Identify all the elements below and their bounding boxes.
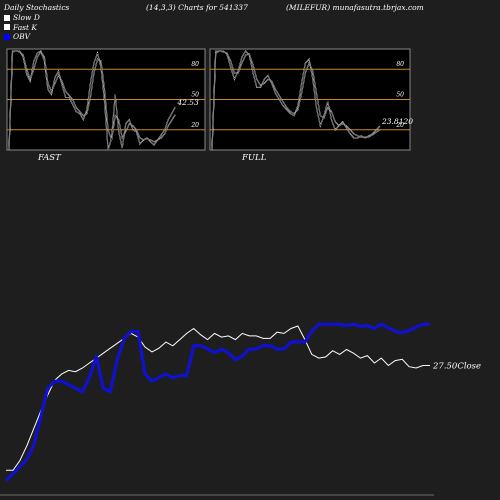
last-value-label-full: 23.8120: [381, 117, 413, 126]
last-value-label-close: 27.50Close: [432, 362, 481, 372]
tick-label-full-20: 20: [395, 122, 404, 129]
series-core-full-1: [211, 50, 381, 151]
chart-header-center: (14,3,3) Charts for 541337: [146, 3, 248, 12]
legend-item-obv: OBV: [4, 32, 40, 42]
series-core-fast-1: [8, 50, 176, 151]
panel-title-fast: FAST: [37, 153, 62, 163]
legend-swatch-obv: [4, 33, 10, 40]
chart-header-left: Daily Stochastics: [4, 3, 70, 12]
series-core-full-0: [211, 50, 381, 151]
legend-label-obv: OBV: [13, 32, 31, 41]
legend-swatch-slow-d: [4, 14, 10, 21]
tick-label-full-50: 50: [396, 92, 404, 99]
tick-label-fast-50: 50: [191, 92, 199, 99]
legend-label-slow-d: Slow D: [13, 13, 40, 22]
legend-swatch-fast-k: [4, 24, 10, 31]
tick-label-fast-80: 80: [191, 61, 199, 68]
tick-label-full-80: 80: [396, 61, 404, 68]
chart-header-right: (MILEFUR) munafasutra.tbrjax.com: [286, 3, 424, 12]
panel-title-full: FULL: [241, 153, 267, 163]
legend-item-fast-k: Fast K: [4, 23, 40, 33]
series-line-obv: [4, 322, 430, 482]
legend-item-slow-d: Slow D: [4, 13, 40, 23]
last-value-label-fast: 42.53: [176, 98, 199, 107]
legend-label-fast-k: Fast K: [13, 22, 38, 32]
series-line-close: [6, 325, 430, 471]
tick-label-fast-20: 20: [190, 122, 199, 129]
legend: Slow D Fast K OBV: [4, 13, 40, 42]
